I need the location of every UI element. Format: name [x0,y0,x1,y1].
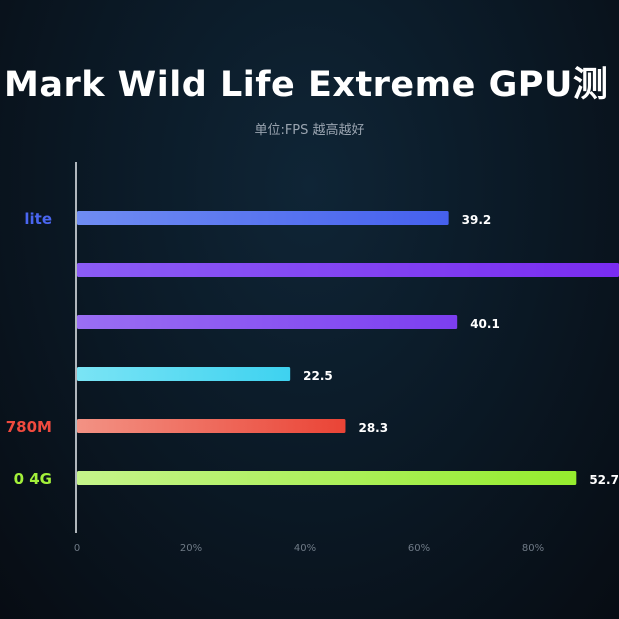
category-label-5: 0 4G [14,470,52,488]
chart-title: Mark Wild Life Extreme GPU测 [4,65,609,105]
x-tick-label-2: 40% [294,543,316,554]
category-label-0: lite [24,210,52,228]
bar-3 [77,367,291,381]
bar-4 [77,419,346,433]
bar-2 [77,315,458,329]
x-tick-label-4: 80% [522,543,544,554]
chart-subtitle: 单位:FPS 越高越好 [254,123,365,138]
value-label-2: 40.1 [470,317,500,331]
bar-0 [77,211,449,225]
x-tick-label-0: 0 [74,543,80,554]
category-label-4: 780M [6,418,52,436]
bar-1 [77,263,619,277]
value-label-0: 39.2 [462,213,492,227]
bar-5 [77,471,577,485]
x-tick-label-1: 20% [180,543,202,554]
value-label-3: 22.5 [303,369,333,383]
value-label-4: 28.3 [358,421,388,435]
x-tick-label-3: 60% [408,543,430,554]
value-label-5: 52.7 [589,473,619,487]
